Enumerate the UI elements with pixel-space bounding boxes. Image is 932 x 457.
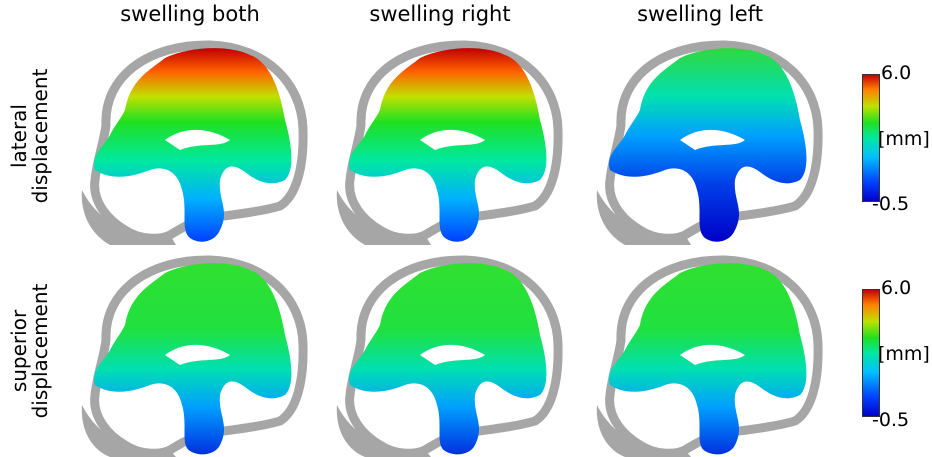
- panel-superior-swelling-right: [336, 255, 563, 457]
- neck-region: [81, 190, 176, 245]
- ventricle: [165, 129, 230, 150]
- colorbar-lateral-unit: [mm]: [878, 128, 930, 150]
- skull-outline: [90, 40, 308, 243]
- row-label-lateral-line2: displacement: [28, 68, 52, 204]
- column-title-swelling-both: swelling both: [120, 2, 260, 26]
- row-label-superior-line1: superior: [7, 309, 31, 393]
- panel-superior-swelling-left: [596, 255, 823, 457]
- row-label-superior-line2: displacement: [28, 283, 52, 419]
- ventricle: [420, 129, 485, 150]
- colorbar-superior-max: 6.0: [881, 277, 912, 299]
- neck-region: [336, 190, 431, 245]
- row-label-lateral-line1: lateral: [7, 104, 31, 168]
- neck-region: [596, 405, 691, 457]
- panel-lateral-swelling-left: [596, 40, 823, 245]
- row-label-superior: superior displacement: [7, 261, 52, 441]
- colorbar-superior-min: -0.5: [872, 409, 910, 431]
- colorbar-superior-unit: [mm]: [878, 343, 930, 365]
- colorbar-lateral-max: 6.0: [881, 62, 912, 84]
- panel-lateral-swelling-both: [81, 40, 308, 245]
- ventricle: [165, 344, 230, 365]
- column-title-swelling-left: swelling left: [637, 2, 763, 26]
- panel-lateral-swelling-right: [336, 40, 563, 245]
- ventricle: [420, 344, 485, 365]
- neck-region: [596, 190, 691, 245]
- panel-superior-swelling-both: [81, 255, 308, 457]
- skull-outline: [90, 255, 308, 457]
- skull-outline: [605, 255, 823, 457]
- neck-region: [336, 405, 431, 457]
- skull-outline: [345, 255, 563, 457]
- skull-outline: [605, 40, 823, 243]
- colorbar-lateral-min: -0.5: [872, 193, 910, 215]
- skull-outline: [345, 40, 563, 243]
- ventricle: [680, 129, 745, 150]
- ventricle: [680, 344, 745, 365]
- colorbar-lateral: [862, 74, 880, 202]
- neck-region: [81, 405, 176, 457]
- colorbar-superior: [862, 289, 880, 417]
- row-label-lateral: lateral displacement: [7, 46, 52, 226]
- column-title-swelling-right: swelling right: [369, 2, 511, 26]
